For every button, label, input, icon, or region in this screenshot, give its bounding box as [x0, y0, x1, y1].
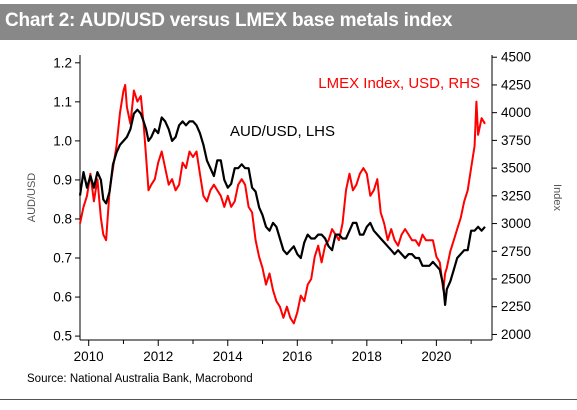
series-line-lmex: [79, 83, 486, 325]
x-tick-label: 2014: [213, 349, 244, 364]
x-tick-label: 2018: [352, 349, 382, 364]
series-line-aud-usd: [78, 108, 486, 306]
y-right-tick-label: 4000: [501, 105, 531, 120]
y-left-tick-label: 1.1: [53, 94, 72, 109]
y-right-tick-label: 2000: [501, 327, 531, 342]
series-label-lmex: LMEX Index, USD, RHS: [318, 75, 480, 92]
y-left-tick-label: 0.8: [53, 211, 72, 226]
x-tick-label: 2016: [282, 349, 312, 364]
y-right-tick-label: 4250: [501, 77, 531, 92]
y-right-tick-label: 3250: [501, 188, 531, 203]
y-left-tick-label: 0.6: [53, 290, 72, 305]
y-left-tick-label: 0.9: [53, 172, 72, 187]
y-right-tick-label: 2250: [501, 299, 531, 314]
x-tick-label: 2010: [74, 349, 104, 364]
y-left-tick-label: 0.7: [53, 251, 72, 266]
y-left-tick-label: 0.5: [53, 329, 72, 344]
y-left-tick-label: 1.2: [53, 55, 72, 70]
bottom-divider: [0, 399, 577, 400]
y-left-axis-title: AUD/USD: [26, 173, 38, 223]
y-right-tick-label: 3750: [501, 133, 531, 148]
y-left-tick-label: 1.0: [53, 133, 72, 148]
x-tick-label: 2012: [143, 349, 173, 364]
source-note: Source: National Australia Bank, Macrobo…: [27, 373, 253, 385]
y-right-tick-label: 2750: [501, 244, 531, 259]
y-right-tick-label: 4500: [501, 50, 531, 65]
x-tick-label: 2020: [421, 349, 451, 364]
y-right-tick-label: 2500: [501, 272, 531, 287]
series-label-aud-usd: AUD/USD, LHS: [230, 123, 335, 140]
y-right-axis-title: Index: [551, 184, 563, 211]
chart-title: Chart 2: AUD/USD versus LMEX base metals…: [5, 10, 453, 31]
title-bar: Chart 2: AUD/USD versus LMEX base metals…: [0, 4, 577, 40]
y-right-tick-label: 3500: [501, 161, 531, 176]
y-right-tick-label: 3000: [501, 216, 531, 231]
